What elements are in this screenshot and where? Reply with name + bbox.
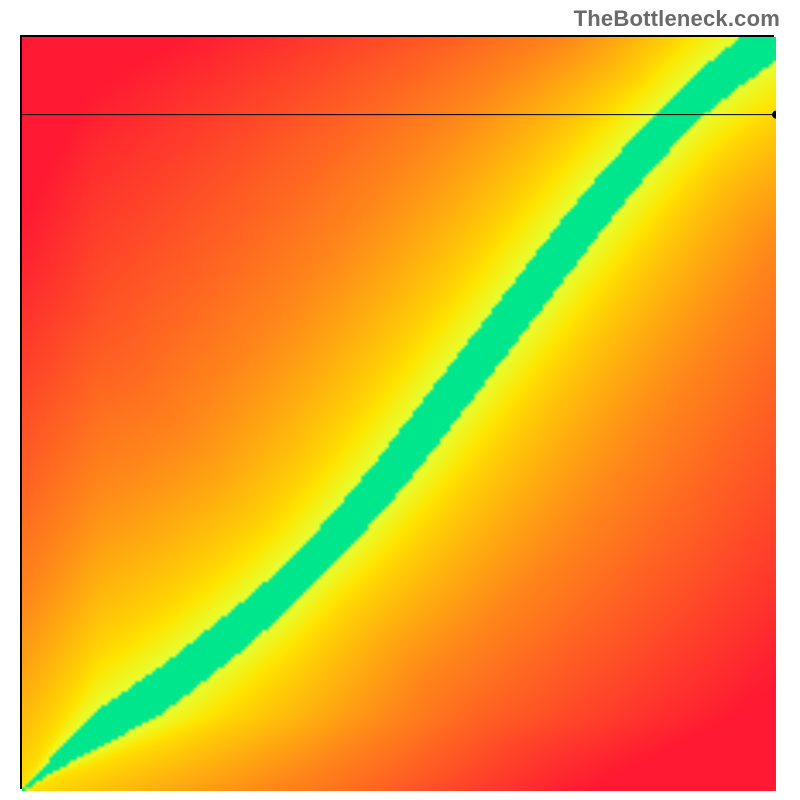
plot-frame xyxy=(20,35,774,789)
figure-container: TheBottleneck.com xyxy=(0,0,800,800)
reference-marker xyxy=(772,111,776,119)
plot-overlay xyxy=(22,37,776,791)
watermark-text: TheBottleneck.com xyxy=(574,6,780,32)
